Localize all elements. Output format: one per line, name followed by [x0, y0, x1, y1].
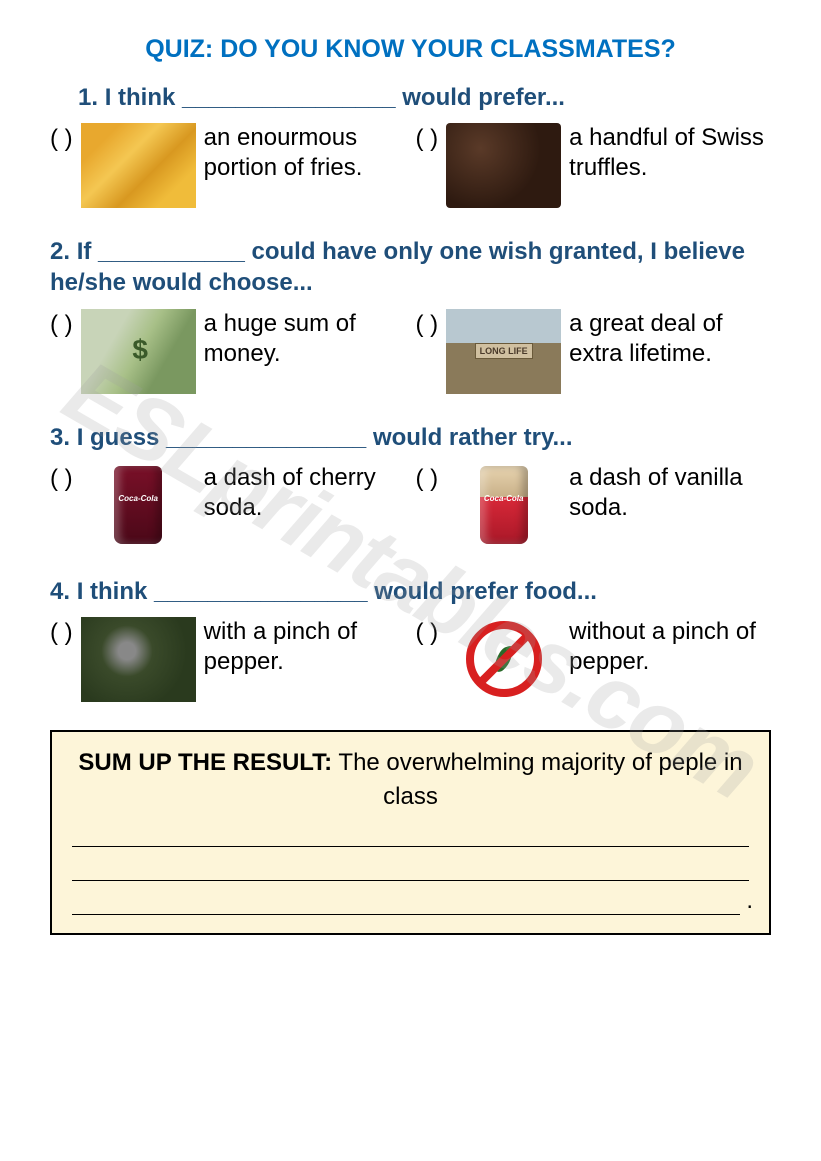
q2-left-label: a huge sum of money.: [204, 309, 406, 369]
q1-right-label: a handful of Swiss truffles.: [569, 123, 771, 183]
result-blank-line-1[interactable]: [72, 813, 749, 847]
quiz-title: QUIZ: DO YOU KNOW YOUR CLASSMATES?: [50, 35, 771, 64]
checkbox[interactable]: ( ): [50, 617, 73, 647]
q4-option-left: ( ) with a pinch of pepper.: [50, 617, 406, 702]
question-2-options: ( ) a huge sum of money. ( ) LONG LIFE a…: [50, 309, 771, 394]
question-1-body: I think ________________ would prefer...: [105, 84, 565, 111]
no-pepper-image: [446, 617, 561, 702]
truffles-image: [446, 123, 561, 208]
q4-right-label: without a pinch of pepper.: [569, 617, 771, 677]
checkbox[interactable]: ( ): [50, 463, 73, 493]
question-4-text: 4. I think ________________ would prefer…: [50, 576, 771, 607]
money-image: [81, 309, 196, 394]
question-1-text: 1. I think ________________ would prefer…: [50, 82, 771, 113]
result-bold-label: SUM UP THE RESULT:: [78, 749, 332, 776]
q2-option-left: ( ) a huge sum of money.: [50, 309, 406, 394]
q2-option-right: ( ) LONG LIFE a great deal of extra life…: [416, 309, 772, 394]
cherry-can-icon: Coca-Cola: [114, 466, 162, 544]
q2-right-label: a great deal of extra lifetime.: [569, 309, 771, 369]
question-4-options: ( ) with a pinch of pepper. ( ) without …: [50, 617, 771, 702]
result-box: SUM UP THE RESULT: The overwhelming majo…: [50, 730, 771, 935]
checkbox[interactable]: ( ): [50, 123, 73, 153]
result-period: .: [744, 887, 753, 915]
cherry-soda-image: Coca-Cola: [81, 463, 196, 548]
prohibition-icon: [464, 619, 544, 699]
result-intro-text: The overwhelming majority of peple in cl…: [332, 749, 742, 810]
question-4-num: 4.: [50, 578, 70, 605]
pepper-image: [81, 617, 196, 702]
q4-left-label: with a pinch of pepper.: [204, 617, 406, 677]
checkbox[interactable]: ( ): [416, 309, 439, 339]
question-1-options: ( ) an enourmous portion of fries. ( ) a…: [50, 123, 771, 208]
q3-right-label: a dash of vanilla soda.: [569, 463, 771, 523]
longlife-sign-text: LONG LIFE: [475, 343, 533, 359]
q1-left-label: an enourmous portion of fries.: [204, 123, 406, 183]
question-3-num: 3.: [50, 424, 70, 451]
question-2-body: If ___________ could have only one wish …: [50, 238, 745, 296]
question-1-num: 1.: [78, 84, 98, 111]
fries-image: [81, 123, 196, 208]
q3-option-right: ( ) Coca-Cola a dash of vanilla soda.: [416, 463, 772, 548]
checkbox[interactable]: ( ): [416, 123, 439, 153]
question-3-text: 3. I guess _______________ would rather …: [50, 422, 771, 453]
checkbox[interactable]: ( ): [416, 617, 439, 647]
q3-left-label: a dash of cherry soda.: [204, 463, 406, 523]
q1-option-left: ( ) an enourmous portion of fries.: [50, 123, 406, 208]
longlife-image: LONG LIFE: [446, 309, 561, 394]
result-intro: SUM UP THE RESULT: The overwhelming majo…: [68, 746, 753, 813]
question-3-body: I guess _______________ would rather try…: [77, 424, 573, 451]
q3-option-left: ( ) Coca-Cola a dash of cherry soda.: [50, 463, 406, 548]
question-4-body: I think ________________ would prefer fo…: [77, 578, 597, 605]
q4-option-right: ( ) without a pinch of pepper.: [416, 617, 772, 702]
vanilla-soda-image: Coca-Cola: [446, 463, 561, 548]
result-blank-line-2[interactable]: [72, 847, 749, 881]
question-2-text: 2. If ___________ could have only one wi…: [50, 236, 771, 298]
question-2-num: 2.: [50, 238, 70, 265]
checkbox[interactable]: ( ): [50, 309, 73, 339]
checkbox[interactable]: ( ): [416, 463, 439, 493]
result-blank-line-3[interactable]: [72, 881, 740, 915]
question-3-options: ( ) Coca-Cola a dash of cherry soda. ( )…: [50, 463, 771, 548]
q1-option-right: ( ) a handful of Swiss truffles.: [416, 123, 772, 208]
vanilla-can-icon: Coca-Cola: [480, 466, 528, 544]
